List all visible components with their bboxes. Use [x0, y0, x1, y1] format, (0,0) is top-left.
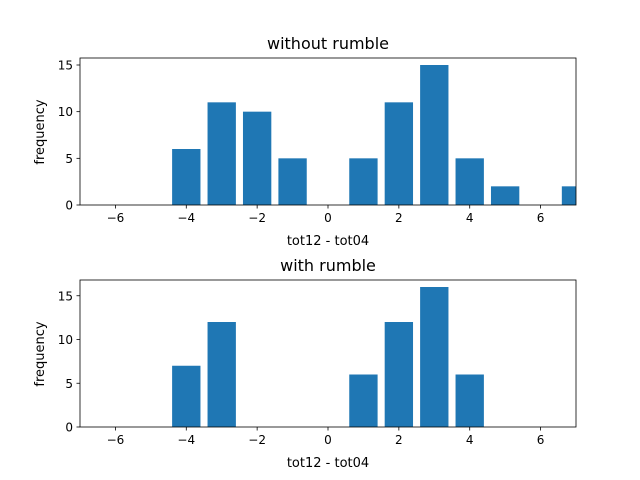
- x-tick-label: −6: [107, 211, 125, 225]
- bar: [278, 158, 307, 205]
- bar: [349, 374, 378, 427]
- y-tick-label: 10: [58, 333, 73, 347]
- x-tick-label: 4: [466, 211, 474, 225]
- bar: [172, 149, 201, 205]
- bar: [207, 322, 236, 427]
- y-tick-label: 15: [58, 59, 73, 73]
- subplot-without-rumble: without rumble −6 −4 −2 0 2 4 6 0 5 10 15 tot12 -…: [33, 34, 577, 249]
- y-tick-label: 0: [65, 421, 73, 435]
- x-ticks: −6 −4 −2 0 2 4 6: [107, 205, 545, 225]
- x-tick-label: 6: [537, 433, 545, 447]
- y-ticks: 0 5 10 15: [58, 59, 80, 213]
- bar: [242, 111, 272, 205]
- bar: [420, 287, 449, 427]
- y-tick-label: 10: [58, 105, 73, 119]
- y-tick-label: 5: [65, 152, 73, 166]
- bar: [384, 102, 414, 205]
- y-tick-label: 5: [65, 377, 73, 391]
- x-axis-label: tot12 - tot04: [287, 234, 369, 249]
- x-axis-label: tot12 - tot04: [287, 456, 369, 471]
- bar: [455, 158, 484, 205]
- axes-frame: [79, 57, 577, 206]
- chart-title: without rumble: [267, 34, 389, 53]
- x-tick-label: 0: [324, 211, 332, 225]
- bar: [384, 322, 414, 427]
- y-tick-label: 15: [58, 289, 73, 303]
- x-tick-label: 2: [395, 433, 403, 447]
- bar: [420, 65, 449, 205]
- bar: [490, 186, 520, 205]
- bar: [207, 102, 236, 205]
- bar: [561, 186, 576, 205]
- chart-title: with rumble: [280, 256, 376, 275]
- subplot-with-rumble: with rumble −6 −4 −2 0 2 4 6 0 5 10 15 tot12 - to…: [33, 256, 577, 471]
- y-axis-label: frequency: [33, 321, 48, 387]
- bars: [172, 287, 484, 427]
- y-ticks: 0 5 10 15: [58, 289, 80, 435]
- axes-frame: [79, 279, 577, 428]
- x-tick-label: −2: [248, 211, 266, 225]
- x-tick-label: 4: [466, 433, 474, 447]
- x-ticks: −6 −4 −2 0 2 4 6: [107, 427, 545, 447]
- x-tick-label: −6: [107, 433, 125, 447]
- x-tick-label: 2: [395, 211, 403, 225]
- bar: [455, 374, 484, 427]
- bar: [349, 158, 378, 205]
- y-tick-label: 0: [65, 199, 73, 213]
- x-tick-label: 6: [537, 211, 545, 225]
- bar: [172, 365, 201, 427]
- y-axis-label: frequency: [33, 99, 48, 165]
- x-tick-label: 0: [324, 433, 332, 447]
- x-tick-label: −4: [177, 211, 195, 225]
- x-tick-label: −4: [177, 433, 195, 447]
- x-tick-label: −2: [248, 433, 266, 447]
- bars: [172, 65, 576, 205]
